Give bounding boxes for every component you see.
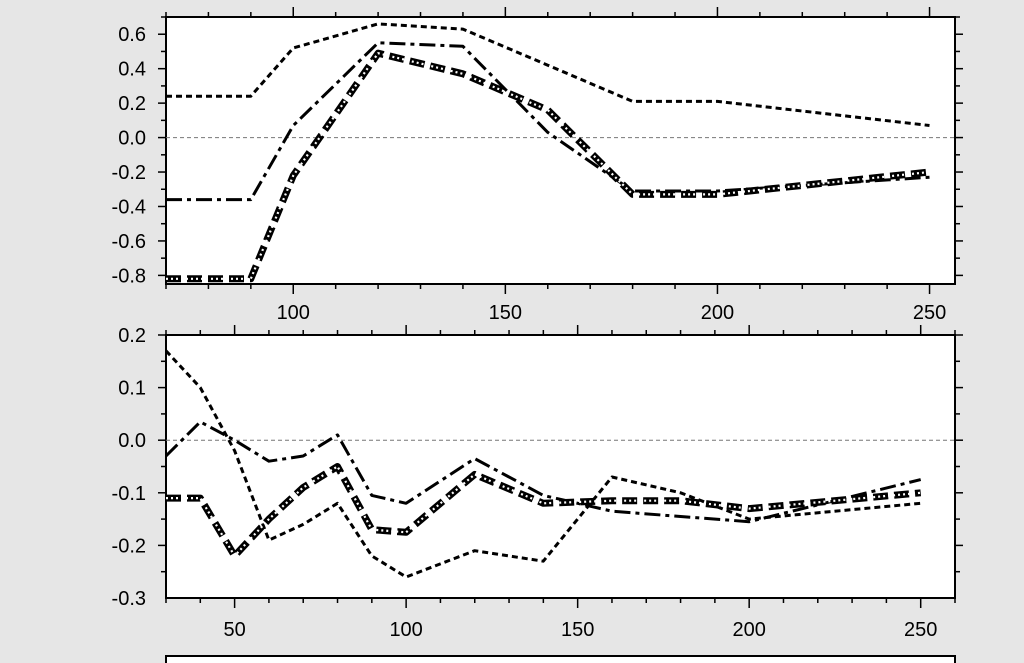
y-tick-label: -0.6: [112, 231, 146, 253]
y-tick-label: 0.2: [118, 325, 146, 347]
y-tick-label: 0.0: [118, 430, 146, 452]
series-line: [166, 22, 930, 127]
series-line: [166, 465, 921, 558]
x-tick-label: 100: [389, 619, 422, 641]
y-tick-label: -0.1: [112, 483, 146, 505]
plot-area: [165, 334, 956, 599]
series-line: [166, 420, 922, 524]
x-tick-label: 150: [561, 619, 594, 641]
bottom-panel: 0.2 0.1 0.0 -0.1 -0.2 -0.3 50 100 150 200 250: [112, 325, 963, 641]
x-tick-label: 50: [223, 619, 245, 641]
y-tick-label: 0.4: [118, 59, 146, 81]
plot-area: [165, 16, 956, 285]
y-tick-label: -0.8: [112, 265, 146, 287]
x-tick-label: 100: [277, 302, 310, 324]
x-tick-label: 200: [701, 302, 734, 324]
y-tick-label: -0.3: [112, 588, 146, 610]
x-tick-label: 150: [489, 302, 522, 324]
legend-frame: [165, 655, 956, 663]
y-tick-label: 0.2: [118, 93, 146, 115]
top-panel: 0.6 0.4 0.2 0.0 -0.2 -0.4 -0.6 -0.8 100 150 200 250: [112, 7, 963, 324]
series-dotted-double: [166, 463, 922, 560]
y-tick-label: 0.0: [118, 128, 146, 150]
series-line: [166, 52, 930, 280]
y-tick-label: 0.1: [118, 378, 146, 400]
x-tick-label: 200: [732, 619, 765, 641]
y-tick-label: 0.6: [118, 24, 146, 46]
y-tick-label: -0.2: [112, 535, 146, 557]
y-tick-label: -0.2: [112, 162, 146, 184]
x-tick-label: 250: [904, 619, 937, 641]
series-dotted-double: [166, 49, 930, 283]
series-short-dash: [166, 22, 930, 127]
y-tick-label: -0.4: [112, 196, 146, 218]
series-dash-dot: [166, 420, 922, 524]
x-tick-label: 250: [913, 302, 946, 324]
